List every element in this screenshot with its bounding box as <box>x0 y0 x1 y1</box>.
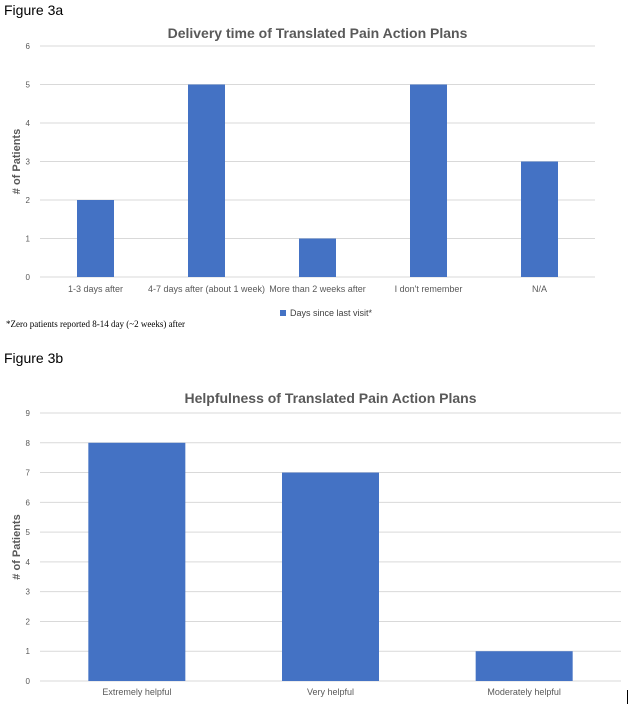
chart-title-b: Helpfulness of Translated Pain Action Pl… <box>185 390 477 406</box>
x-tick-label-b-2: Very helpful <box>307 687 354 697</box>
x-tick-label-a-5: N/A <box>532 284 547 294</box>
bar-a-5 <box>521 161 558 277</box>
y-tick-label-a-6: 6 <box>26 42 31 51</box>
y-tick-label-b-8: 8 <box>26 439 31 448</box>
y-tick-label-b-0: 0 <box>26 677 31 686</box>
x-tick-label-b-3: Moderately helpful <box>487 687 561 697</box>
x-tick-label-a-2: 4-7 days after (about 1 week) <box>148 284 265 294</box>
y-tick-label-a-2: 2 <box>26 196 31 205</box>
figure-3a-label: Figure 3a <box>4 2 64 18</box>
bar-a-3 <box>299 238 336 277</box>
bar-b-2 <box>282 472 379 681</box>
legend-label-a: Days since last visit* <box>290 308 373 318</box>
y-tick-label-b-5: 5 <box>26 528 31 537</box>
x-tick-label-b-1: Extremely helpful <box>102 687 171 697</box>
bar-a-2 <box>188 84 225 277</box>
bar-b-1 <box>88 442 186 681</box>
y-tick-label-a-0: 0 <box>26 273 31 282</box>
text-cursor <box>627 690 628 704</box>
figure-3b-label: Figure 3b <box>4 350 64 366</box>
y-tick-label-b-3: 3 <box>26 588 31 597</box>
y-tick-label-b-7: 7 <box>26 469 31 478</box>
y-tick-label-a-3: 3 <box>26 158 31 167</box>
y-tick-label-a-5: 5 <box>26 81 31 90</box>
x-tick-label-a-4: I don't remember <box>395 284 463 294</box>
y-tick-label-b-4: 4 <box>26 558 31 567</box>
legend-swatch-a <box>280 310 286 316</box>
y-axis-label-a: # of Patients <box>11 129 23 194</box>
y-tick-label-b-1: 1 <box>26 647 31 656</box>
x-tick-label-a-3: More than 2 weeks after <box>269 284 366 294</box>
y-tick-label-b-9: 9 <box>26 409 31 418</box>
y-tick-label-a-4: 4 <box>26 119 31 128</box>
y-tick-label-a-1: 1 <box>26 235 31 244</box>
y-tick-label-b-2: 2 <box>26 617 31 626</box>
bar-b-3 <box>475 651 573 681</box>
chart-title-a: Delivery time of Translated Pain Action … <box>168 25 468 41</box>
y-axis-label-b: # of Patients <box>11 514 23 579</box>
x-tick-label-a-1: 1-3 days after <box>68 284 123 294</box>
y-tick-label-b-6: 6 <box>26 498 31 507</box>
bar-a-4 <box>410 84 447 277</box>
footnote: *Zero patients reported 8-14 day (~2 wee… <box>6 319 186 329</box>
bar-a-1 <box>77 200 114 277</box>
